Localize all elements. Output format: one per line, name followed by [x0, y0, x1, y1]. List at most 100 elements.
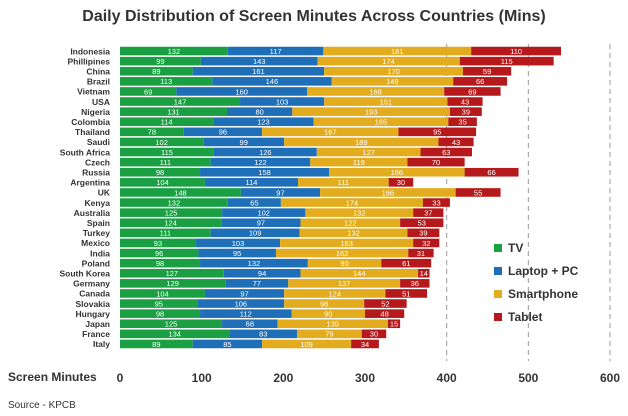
bar-segment [225, 279, 289, 288]
data-label: 181 [391, 47, 404, 56]
bar-segment [298, 178, 389, 187]
data-label: 98 [156, 168, 164, 177]
data-label: 170 [387, 67, 400, 76]
bar-segment [120, 188, 241, 197]
bar-segment [120, 309, 201, 318]
data-label: 174 [346, 198, 359, 207]
data-label: 94 [258, 269, 266, 278]
bar-segment [455, 188, 501, 197]
data-label: 103 [232, 239, 245, 248]
data-label: 32 [422, 239, 430, 248]
data-label: 37 [424, 208, 432, 217]
data-label: 30 [370, 330, 378, 339]
data-label: 95 [433, 128, 441, 137]
bar-segment [120, 329, 230, 339]
bar-segment [262, 127, 399, 137]
bar-segment [197, 299, 285, 308]
data-label: 160 [235, 87, 248, 96]
data-label: 168 [369, 87, 382, 96]
legend-label: Laptop + PC [508, 263, 579, 278]
data-label: 31 [417, 249, 425, 258]
category-label: Argentina [70, 178, 110, 188]
data-label: 39 [462, 107, 470, 116]
data-label: 98 [156, 309, 164, 318]
data-label: 106 [235, 299, 248, 308]
bar-segment [413, 238, 440, 248]
bar-segment [418, 268, 430, 278]
data-label: 131 [167, 107, 180, 116]
bar-segment [120, 218, 222, 228]
data-label: 98 [320, 299, 328, 308]
bar-segment [422, 198, 450, 207]
data-label: 83 [259, 330, 267, 339]
category-label: South Africa [60, 147, 110, 157]
bar-segment [262, 339, 352, 349]
category-label: Vietnam [77, 87, 110, 97]
bar-segment [297, 329, 362, 339]
data-label: 77 [253, 279, 261, 288]
data-label: 34 [361, 340, 369, 349]
data-label: 66 [487, 168, 495, 177]
data-label: 43 [452, 138, 460, 147]
data-label: 93 [154, 239, 162, 248]
bar-segment [275, 248, 409, 258]
data-label: 14 [420, 269, 428, 278]
bar-segment [222, 208, 306, 217]
data-label: 55 [474, 188, 482, 197]
bar-segment [226, 107, 293, 116]
bar-segment [277, 319, 388, 329]
data-label: 63 [442, 148, 450, 157]
data-label: 48 [380, 309, 388, 318]
data-label: 158 [258, 168, 271, 177]
x-tick-label: 500 [518, 371, 538, 385]
category-label: Saudi [87, 137, 110, 147]
bar-segment [221, 218, 301, 228]
data-label: 132 [347, 229, 360, 238]
data-label: 110 [510, 47, 522, 56]
legend-swatch [494, 312, 502, 321]
data-label: 127 [166, 269, 179, 278]
data-label: 132 [248, 259, 261, 268]
bar-segment [120, 97, 241, 106]
data-label: 70 [432, 158, 440, 167]
data-label: 146 [266, 77, 279, 86]
legend-label: TV [508, 240, 524, 255]
category-label: Canada [79, 289, 110, 299]
data-label: 124 [164, 219, 177, 228]
data-label: 129 [166, 279, 179, 288]
data-label: 122 [254, 158, 267, 167]
bar-segment [120, 268, 224, 278]
legend-item: Tablet [494, 305, 578, 328]
data-label: 35 [458, 118, 466, 127]
category-label: Russia [82, 167, 110, 177]
bar-segment [120, 319, 223, 329]
bar-segment [448, 117, 477, 127]
bar-segment [305, 208, 414, 217]
bar-segment [120, 248, 199, 258]
data-label: 15 [390, 320, 398, 329]
x-tick-label: 0 [117, 371, 124, 385]
legend-swatch [494, 266, 502, 275]
category-label: Germany [73, 279, 110, 289]
data-label: 97 [240, 289, 248, 298]
bar-segment [385, 289, 428, 298]
bar-segment [280, 238, 414, 248]
bar-segment [324, 66, 463, 76]
data-label: 149 [386, 77, 399, 86]
bar-segment [292, 107, 450, 116]
category-label: Phillipines [67, 56, 110, 66]
data-label: 113 [160, 77, 172, 86]
bar-segment [183, 127, 263, 137]
data-label: 132 [168, 198, 181, 207]
bar-segment [120, 208, 223, 217]
data-label: 78 [148, 128, 156, 137]
category-label: Brazil [87, 77, 110, 87]
bar-segment [407, 157, 465, 167]
data-label: 162 [336, 249, 349, 258]
data-label: 143 [253, 57, 266, 66]
bar-segment [288, 279, 401, 288]
bar-segment [400, 218, 444, 228]
bar-segment [200, 309, 292, 318]
chart-title: Daily Distribution of Screen Minutes Acr… [82, 8, 546, 25]
